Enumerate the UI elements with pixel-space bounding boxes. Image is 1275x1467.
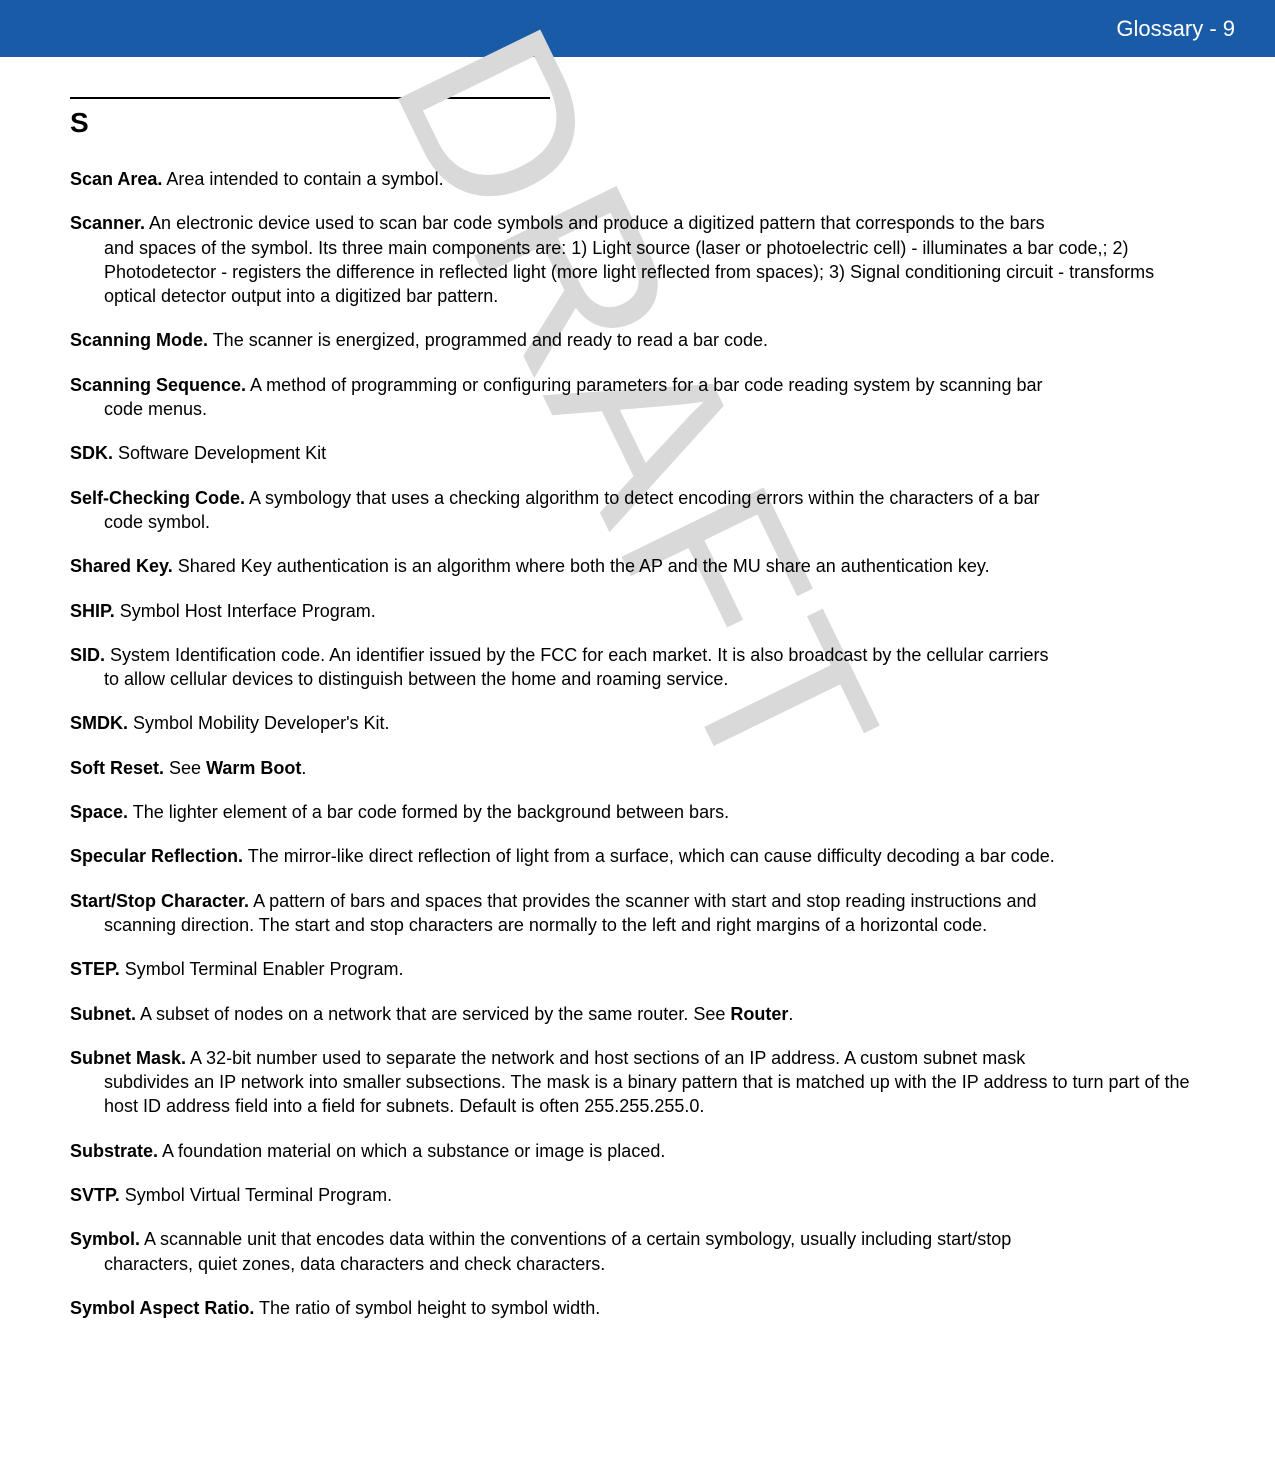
entry-term: SHIP.	[70, 601, 115, 621]
glossary-entry: Scanning Mode. The scanner is energized,…	[70, 328, 1205, 352]
entry-term: SMDK.	[70, 713, 128, 733]
entry-definition-first-line: An electronic device used to scan bar co…	[145, 213, 1045, 233]
glossary-entry: Start/Stop Character. A pattern of bars …	[70, 889, 1205, 938]
entry-definition-continuation: and spaces of the symbol. Its three main…	[70, 236, 1205, 309]
entry-term: Symbol.	[70, 1229, 140, 1249]
entry-definition-continuation: to allow cellular devices to distinguish…	[70, 667, 1205, 691]
entry-definition-first-line: A scannable unit that encodes data withi…	[140, 1229, 1011, 1249]
entry-cross-reference: Warm Boot	[206, 758, 301, 778]
entry-definition-pre: See	[164, 758, 206, 778]
entry-definition-first-line: A pattern of bars and spaces that provid…	[249, 891, 1036, 911]
entry-definition-post: .	[788, 1004, 793, 1024]
section-rule	[70, 97, 550, 99]
entry-term: Scanning Sequence.	[70, 375, 246, 395]
entry-term: STEP.	[70, 959, 120, 979]
entry-definition-continuation: scanning direction. The start and stop c…	[70, 913, 1205, 937]
entry-definition-first-line: A symbology that uses a checking algorit…	[245, 488, 1039, 508]
entry-term: Scanner.	[70, 213, 145, 233]
glossary-entry: SVTP. Symbol Virtual Terminal Program.	[70, 1183, 1205, 1207]
entry-definition-first-line: A 32-bit number used to separate the net…	[186, 1048, 1025, 1068]
glossary-entry: Symbol Aspect Ratio. The ratio of symbol…	[70, 1296, 1205, 1320]
glossary-entry: Subnet. A subset of nodes on a network t…	[70, 1002, 1205, 1026]
entry-term: Start/Stop Character.	[70, 891, 249, 911]
entry-term: Scan Area.	[70, 169, 162, 189]
entry-term: Self-Checking Code.	[70, 488, 245, 508]
entry-definition-first-line: The lighter element of a bar code formed…	[128, 802, 729, 822]
entry-definition-continuation: subdivides an IP network into smaller su…	[70, 1070, 1205, 1119]
entry-term: Subnet.	[70, 1004, 136, 1024]
entry-definition-continuation: code symbol.	[70, 510, 1205, 534]
entry-definition-first-line: Symbol Host Interface Program.	[115, 601, 376, 621]
glossary-entry: Scanning Sequence. A method of programmi…	[70, 373, 1205, 422]
entry-term: SVTP.	[70, 1185, 120, 1205]
entry-definition-continuation: code menus.	[70, 397, 1205, 421]
glossary-entry: Scan Area. Area intended to contain a sy…	[70, 167, 1205, 191]
section-letter: S	[70, 107, 1205, 139]
entry-definition-continuation: characters, quiet zones, data characters…	[70, 1252, 1205, 1276]
entry-term: Space.	[70, 802, 128, 822]
glossary-entry: Symbol. A scannable unit that encodes da…	[70, 1227, 1205, 1276]
glossary-entry: Specular Reflection. The mirror-like dir…	[70, 844, 1205, 868]
entry-definition-first-line: A method of programming or configuring p…	[246, 375, 1042, 395]
entry-definition-first-line: Symbol Virtual Terminal Program.	[120, 1185, 392, 1205]
entry-definition-first-line: System Identification code. An identifie…	[105, 645, 1048, 665]
entry-term: Substrate.	[70, 1141, 158, 1161]
entry-definition-post: .	[301, 758, 306, 778]
entry-term: Symbol Aspect Ratio.	[70, 1298, 254, 1318]
entry-definition-first-line: The mirror-like direct reflection of lig…	[243, 846, 1055, 866]
glossary-entry: Self-Checking Code. A symbology that use…	[70, 486, 1205, 535]
header-title: Glossary - 9	[1116, 16, 1235, 42]
glossary-entry: Scanner. An electronic device used to sc…	[70, 211, 1205, 308]
entry-term: Shared Key.	[70, 556, 173, 576]
entry-term: Subnet Mask.	[70, 1048, 186, 1068]
entry-term: SID.	[70, 645, 105, 665]
entry-definition-first-line: The ratio of symbol height to symbol wid…	[254, 1298, 600, 1318]
glossary-entry: Shared Key. Shared Key authentication is…	[70, 554, 1205, 578]
glossary-entry: SID. System Identification code. An iden…	[70, 643, 1205, 692]
entry-definition-first-line: A foundation material on which a substan…	[158, 1141, 665, 1161]
entry-definition-first-line: The scanner is energized, programmed and…	[208, 330, 768, 350]
entry-definition-first-line: Shared Key authentication is an algorith…	[173, 556, 990, 576]
glossary-entry: Soft Reset. See Warm Boot.	[70, 756, 1205, 780]
entry-definition-first-line: Area intended to contain a symbol.	[162, 169, 443, 189]
entry-cross-reference: Router	[730, 1004, 788, 1024]
entry-term: SDK.	[70, 443, 113, 463]
page-content: DRAFT S Scan Area. Area intended to cont…	[0, 57, 1275, 1360]
entry-term: Specular Reflection.	[70, 846, 243, 866]
glossary-entry: SDK. Software Development Kit	[70, 441, 1205, 465]
glossary-entry: Subnet Mask. A 32-bit number used to sep…	[70, 1046, 1205, 1119]
glossary-entry: SHIP. Symbol Host Interface Program.	[70, 599, 1205, 623]
glossary-entries: Scan Area. Area intended to contain a sy…	[70, 167, 1205, 1320]
entry-definition-pre: A subset of nodes on a network that are …	[136, 1004, 730, 1024]
page-header: Glossary - 9	[0, 0, 1275, 57]
entry-definition-first-line: Software Development Kit	[113, 443, 326, 463]
glossary-entry: Substrate. A foundation material on whic…	[70, 1139, 1205, 1163]
entry-term: Scanning Mode.	[70, 330, 208, 350]
entry-definition-first-line: Symbol Terminal Enabler Program.	[120, 959, 404, 979]
glossary-entry: SMDK. Symbol Mobility Developer's Kit.	[70, 711, 1205, 735]
glossary-entry: Space. The lighter element of a bar code…	[70, 800, 1205, 824]
entry-term: Soft Reset.	[70, 758, 164, 778]
entry-definition-first-line: Symbol Mobility Developer's Kit.	[128, 713, 390, 733]
glossary-entry: STEP. Symbol Terminal Enabler Program.	[70, 957, 1205, 981]
